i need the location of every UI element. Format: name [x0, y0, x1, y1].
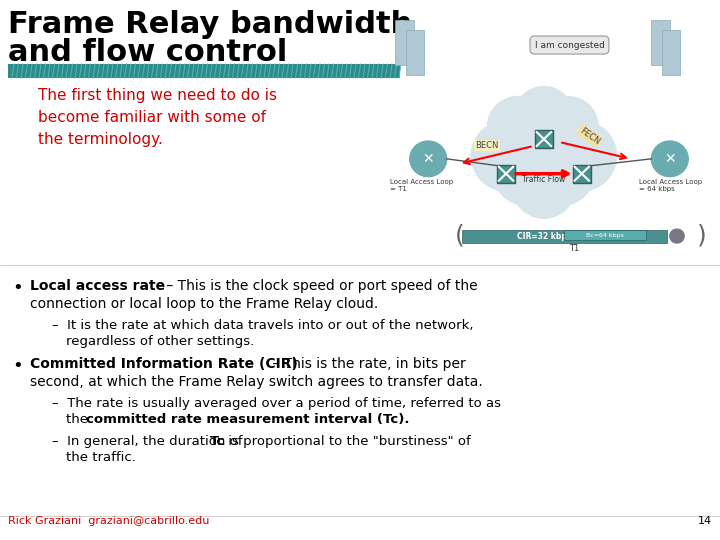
Bar: [497, 165, 516, 183]
Circle shape: [516, 86, 572, 142]
Text: Frame Relay bandwidth: Frame Relay bandwidth: [8, 10, 413, 39]
Bar: [535, 130, 553, 148]
Text: Local Access Loop
= T1: Local Access Loop = T1: [390, 179, 454, 192]
Circle shape: [494, 142, 559, 205]
Circle shape: [543, 120, 616, 192]
Text: Traffic Flow: Traffic Flow: [522, 174, 565, 184]
Text: Rick Graziani  graziani@cabrillo.edu: Rick Graziani graziani@cabrillo.edu: [8, 516, 210, 526]
Text: second, at which the Frame Relay switch agrees to transfer data.: second, at which the Frame Relay switch …: [30, 375, 482, 389]
Bar: [564, 230, 647, 240]
Text: (: (: [455, 223, 464, 247]
Text: is proportional to the "burstiness" of: is proportional to the "burstiness" of: [224, 435, 471, 448]
Bar: [662, 30, 680, 75]
Text: Tc: Tc: [210, 435, 225, 448]
Text: CIR=32 kbps: CIR=32 kbps: [517, 232, 571, 241]
Text: –  It is the rate at which data travels into or out of the network,: – It is the rate at which data travels i…: [52, 319, 474, 332]
Text: –  In general, the duration of: – In general, the duration of: [52, 435, 247, 448]
Text: Local access rate: Local access rate: [30, 279, 165, 293]
Text: •: •: [12, 357, 23, 375]
Bar: [8, 64, 400, 78]
Text: ✕: ✕: [423, 152, 434, 166]
Text: regardless of other settings.: regardless of other settings.: [66, 335, 254, 348]
Circle shape: [490, 92, 597, 195]
Text: the traffic.: the traffic.: [66, 451, 136, 464]
Text: –  The rate is usually averaged over a period of time, referred to as: – The rate is usually averaged over a pe…: [52, 397, 501, 410]
Circle shape: [487, 97, 549, 156]
Text: – This is the clock speed or port speed of the: – This is the clock speed or port speed …: [162, 279, 477, 293]
Text: T1: T1: [570, 244, 580, 253]
Circle shape: [471, 120, 545, 192]
Bar: [405, 30, 424, 75]
Bar: [395, 20, 414, 65]
Circle shape: [652, 141, 688, 177]
Text: FECN: FECN: [577, 126, 601, 146]
Circle shape: [528, 142, 594, 205]
Text: committed rate measurement interval (Tc).: committed rate measurement interval (Tc)…: [86, 413, 410, 426]
Text: the: the: [66, 413, 92, 426]
Circle shape: [410, 141, 446, 177]
Text: •: •: [12, 279, 23, 297]
Bar: [572, 165, 591, 183]
Text: and flow control: and flow control: [8, 38, 287, 67]
Bar: [652, 20, 670, 65]
Circle shape: [536, 97, 598, 156]
Text: The first thing we need to do is
become familiar with some of
the terminology.: The first thing we need to do is become …: [38, 88, 277, 147]
Text: BECN: BECN: [475, 141, 499, 150]
Text: Committed Information Rate (CIR): Committed Information Rate (CIR): [30, 357, 298, 371]
Text: Local Access Loop
= 64 kbps: Local Access Loop = 64 kbps: [639, 179, 702, 192]
Circle shape: [670, 229, 684, 243]
Circle shape: [513, 159, 575, 218]
Text: I am congested: I am congested: [534, 40, 604, 50]
Text: ✕: ✕: [664, 152, 675, 166]
Text: – This is the rate, in bits per: – This is the rate, in bits per: [268, 357, 466, 371]
Text: ): ): [698, 223, 707, 247]
Bar: [462, 230, 667, 243]
Text: Bc=64 kbps: Bc=64 kbps: [586, 233, 624, 238]
Text: connection or local loop to the Frame Relay cloud.: connection or local loop to the Frame Re…: [30, 297, 378, 311]
Text: 14: 14: [698, 516, 712, 526]
